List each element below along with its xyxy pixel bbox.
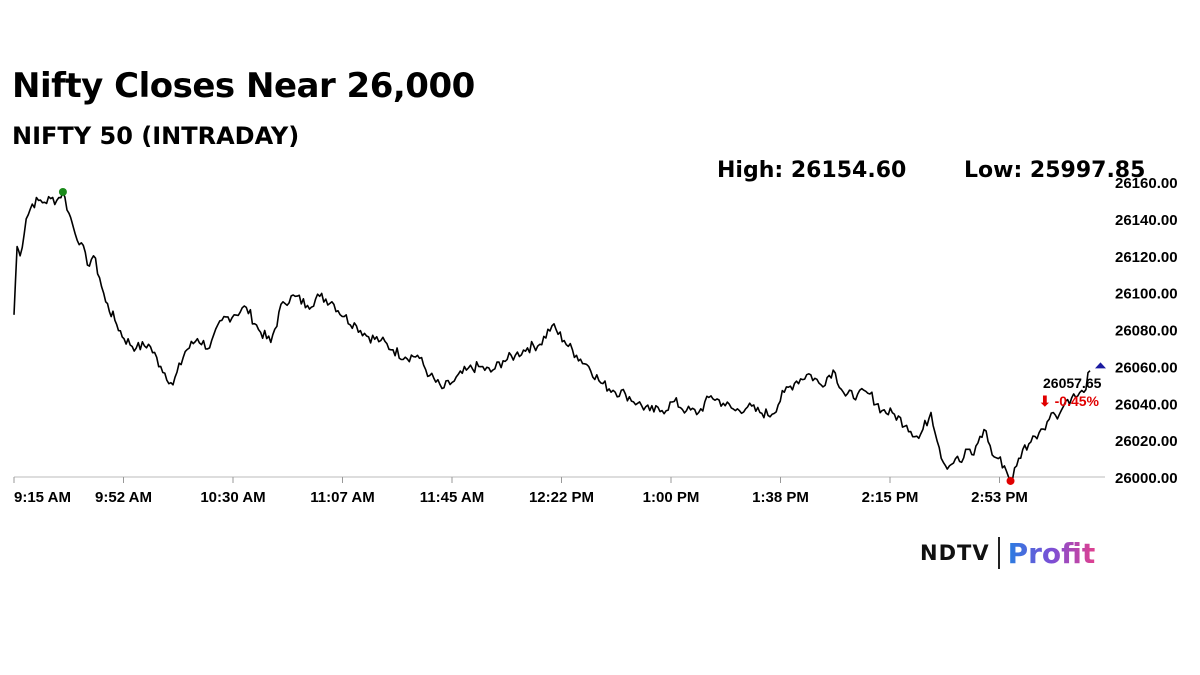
profit-wordmark: Profit <box>1007 536 1096 570</box>
x-tick-label: 9:52 AM <box>95 489 152 506</box>
x-tick-label: 2:15 PM <box>862 489 919 506</box>
y-tick-label: 26000.00 <box>1115 470 1178 487</box>
y-tick-label: 26100.00 <box>1115 286 1178 303</box>
chart-subtitle: NIFTY 50 (INTRADAY) <box>12 122 300 150</box>
last-price-marker <box>1095 362 1106 369</box>
logo-divider <box>997 537 1000 569</box>
x-tick-label: 9:15 AM <box>14 489 71 506</box>
y-tick-label: 26160.00 <box>1115 175 1178 192</box>
x-tick-label: 11:45 AM <box>420 489 484 506</box>
y-tick-label: 26080.00 <box>1115 323 1178 340</box>
ndtv-profit-logo: NDTV Profit <box>920 535 1095 571</box>
chart-title: Nifty Closes Near 26,000 <box>12 66 475 106</box>
x-tick-label: 2:53 PM <box>971 489 1028 506</box>
high-value-label: High: 26154.60 <box>717 158 907 183</box>
high-marker <box>58 187 67 196</box>
ndtv-wordmark: NDTV <box>920 541 990 565</box>
markers <box>58 187 1106 485</box>
price-line <box>13 191 1091 482</box>
y-tick-label: 26060.00 <box>1115 359 1178 376</box>
x-tick-label: 1:00 PM <box>643 489 700 506</box>
low-value-label: Low: 25997.85 <box>964 158 1146 183</box>
y-tick-label: 26120.00 <box>1115 249 1178 266</box>
change-percent-label: ⬇ -0.45% <box>1039 393 1100 409</box>
y-tick-label: 26140.00 <box>1115 212 1178 229</box>
x-tick-label: 10:30 AM <box>200 489 265 506</box>
y-tick-label: 26040.00 <box>1115 396 1178 413</box>
low-marker <box>1006 476 1015 485</box>
y-axis: 26000.00 26020.00 26040.00 26060.00 26080.00… <box>1115 175 1178 487</box>
x-tick-label: 11:07 AM <box>310 489 374 506</box>
last-value-label: 26057.65 <box>1043 375 1102 391</box>
y-tick-label: 26020.00 <box>1115 433 1178 450</box>
x-tick-label: 12:22 PM <box>529 489 594 506</box>
x-axis: 9:15 AM 9:52 AM 10:30 AM 11:07 AM 11:45 AM 12… <box>13 476 1105 506</box>
x-tick-label: 1:38 PM <box>752 489 809 506</box>
